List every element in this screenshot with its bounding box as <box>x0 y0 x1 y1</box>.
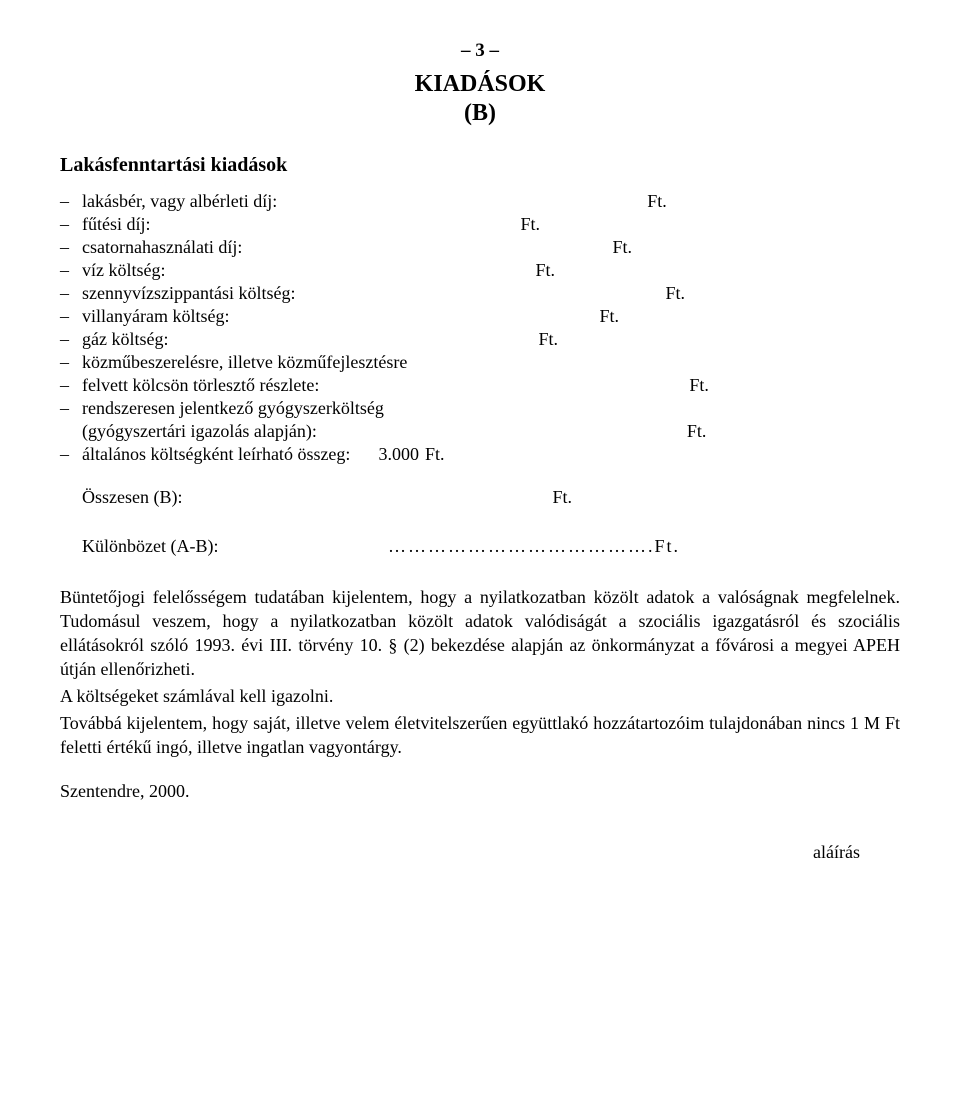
declaration-paragraph-1: Büntetőjogi felelősségem tudatában kijel… <box>60 585 900 682</box>
sub-heading: Lakásfenntartási kiadások <box>60 154 900 177</box>
sum-unit: Ft. <box>552 487 592 508</box>
item-label: közműbeszerelésre, illetve közműfejleszt… <box>82 352 407 373</box>
place-date: Szentendre, 2000. <box>60 781 900 802</box>
item-label: rendszeresen jelentkező gyógyszerköltség <box>82 398 384 419</box>
dash-icon: – <box>60 191 82 212</box>
sum-label: Összesen (B): <box>82 487 182 508</box>
item-label: víz költség: <box>82 260 166 281</box>
item-unit: Ft. <box>689 375 729 396</box>
list-item: – csatornahasználati díj: Ft. <box>60 237 900 258</box>
item-label: (gyógyszertári igazolás alapján): <box>82 421 317 442</box>
difference-value: ………………………………….Ft. <box>388 536 680 557</box>
difference-label: Különbözet (A-B): <box>82 536 218 557</box>
item-label: villanyáram költség: <box>82 306 229 327</box>
item-unit: Ft. <box>538 329 578 350</box>
dash-icon: – <box>60 306 82 327</box>
dash-icon: – <box>60 398 82 419</box>
list-item: – rendszeresen jelentkező gyógyszerkölts… <box>60 398 900 419</box>
item-unit: Ft. <box>612 237 652 258</box>
declaration-paragraph-2: A költségeket számlával kell igazolni. <box>60 686 900 707</box>
list-item: – fűtési díj: Ft. <box>60 214 900 235</box>
main-heading: KIADÁSOK (B) <box>60 70 900 128</box>
sum-row: Összesen (B): Ft. <box>60 487 900 508</box>
heading-line2: (B) <box>60 99 900 128</box>
list-item: – közműbeszerelésre, illetve közműfejles… <box>60 352 900 373</box>
item-label: csatornahasználati díj: <box>82 237 242 258</box>
item-unit: Ft. <box>647 191 687 212</box>
signature-label: aláírás <box>60 842 900 863</box>
dash-icon: – <box>60 283 82 304</box>
dash-icon: – <box>60 375 82 396</box>
heading-line1: KIADÁSOK <box>60 70 900 99</box>
dash-icon: – <box>60 444 82 465</box>
item-unit: Ft. <box>599 306 639 327</box>
item-unit: Ft. <box>425 444 445 465</box>
dash-icon: – <box>60 214 82 235</box>
list-item: – villanyáram költség: Ft. <box>60 306 900 327</box>
item-label: szennyvízszippantási költség: <box>82 283 295 304</box>
list-item: – szennyvízszippantási költség: Ft. <box>60 283 900 304</box>
list-item: – gáz költség: Ft. <box>60 329 900 350</box>
item-label: felvett kölcsön törlesztő részlete: <box>82 375 319 396</box>
difference-row: Különbözet (A-B): ………………………………….Ft. <box>60 536 900 557</box>
list-item: – felvett kölcsön törlesztő részlete: Ft… <box>60 375 900 396</box>
item-unit: Ft. <box>521 214 561 235</box>
item-unit: Ft. <box>536 260 576 281</box>
dash-icon: – <box>60 237 82 258</box>
declaration-paragraph-3: Továbbá kijelentem, hogy saját, illetve … <box>60 711 900 760</box>
list-item: – általános költségként leírható összeg:… <box>60 444 900 465</box>
item-unit: Ft. <box>687 421 727 442</box>
dash-icon: – <box>60 352 82 373</box>
list-item: – víz költség: Ft. <box>60 260 900 281</box>
item-label: általános költségként leírható összeg: <box>82 444 350 465</box>
list-item-continuation: (gyógyszertári igazolás alapján): Ft. <box>60 421 900 442</box>
list-item: – lakásbér, vagy albérleti díj: Ft. <box>60 191 900 212</box>
item-amount: 3.000 <box>378 444 419 465</box>
item-label: lakásbér, vagy albérleti díj: <box>82 191 277 212</box>
item-label: fűtési díj: <box>82 214 151 235</box>
item-unit: Ft. <box>665 283 705 304</box>
dash-icon: – <box>60 329 82 350</box>
item-label: gáz költség: <box>82 329 168 350</box>
dash-icon: – <box>60 260 82 281</box>
page-number: – 3 – <box>60 40 900 62</box>
